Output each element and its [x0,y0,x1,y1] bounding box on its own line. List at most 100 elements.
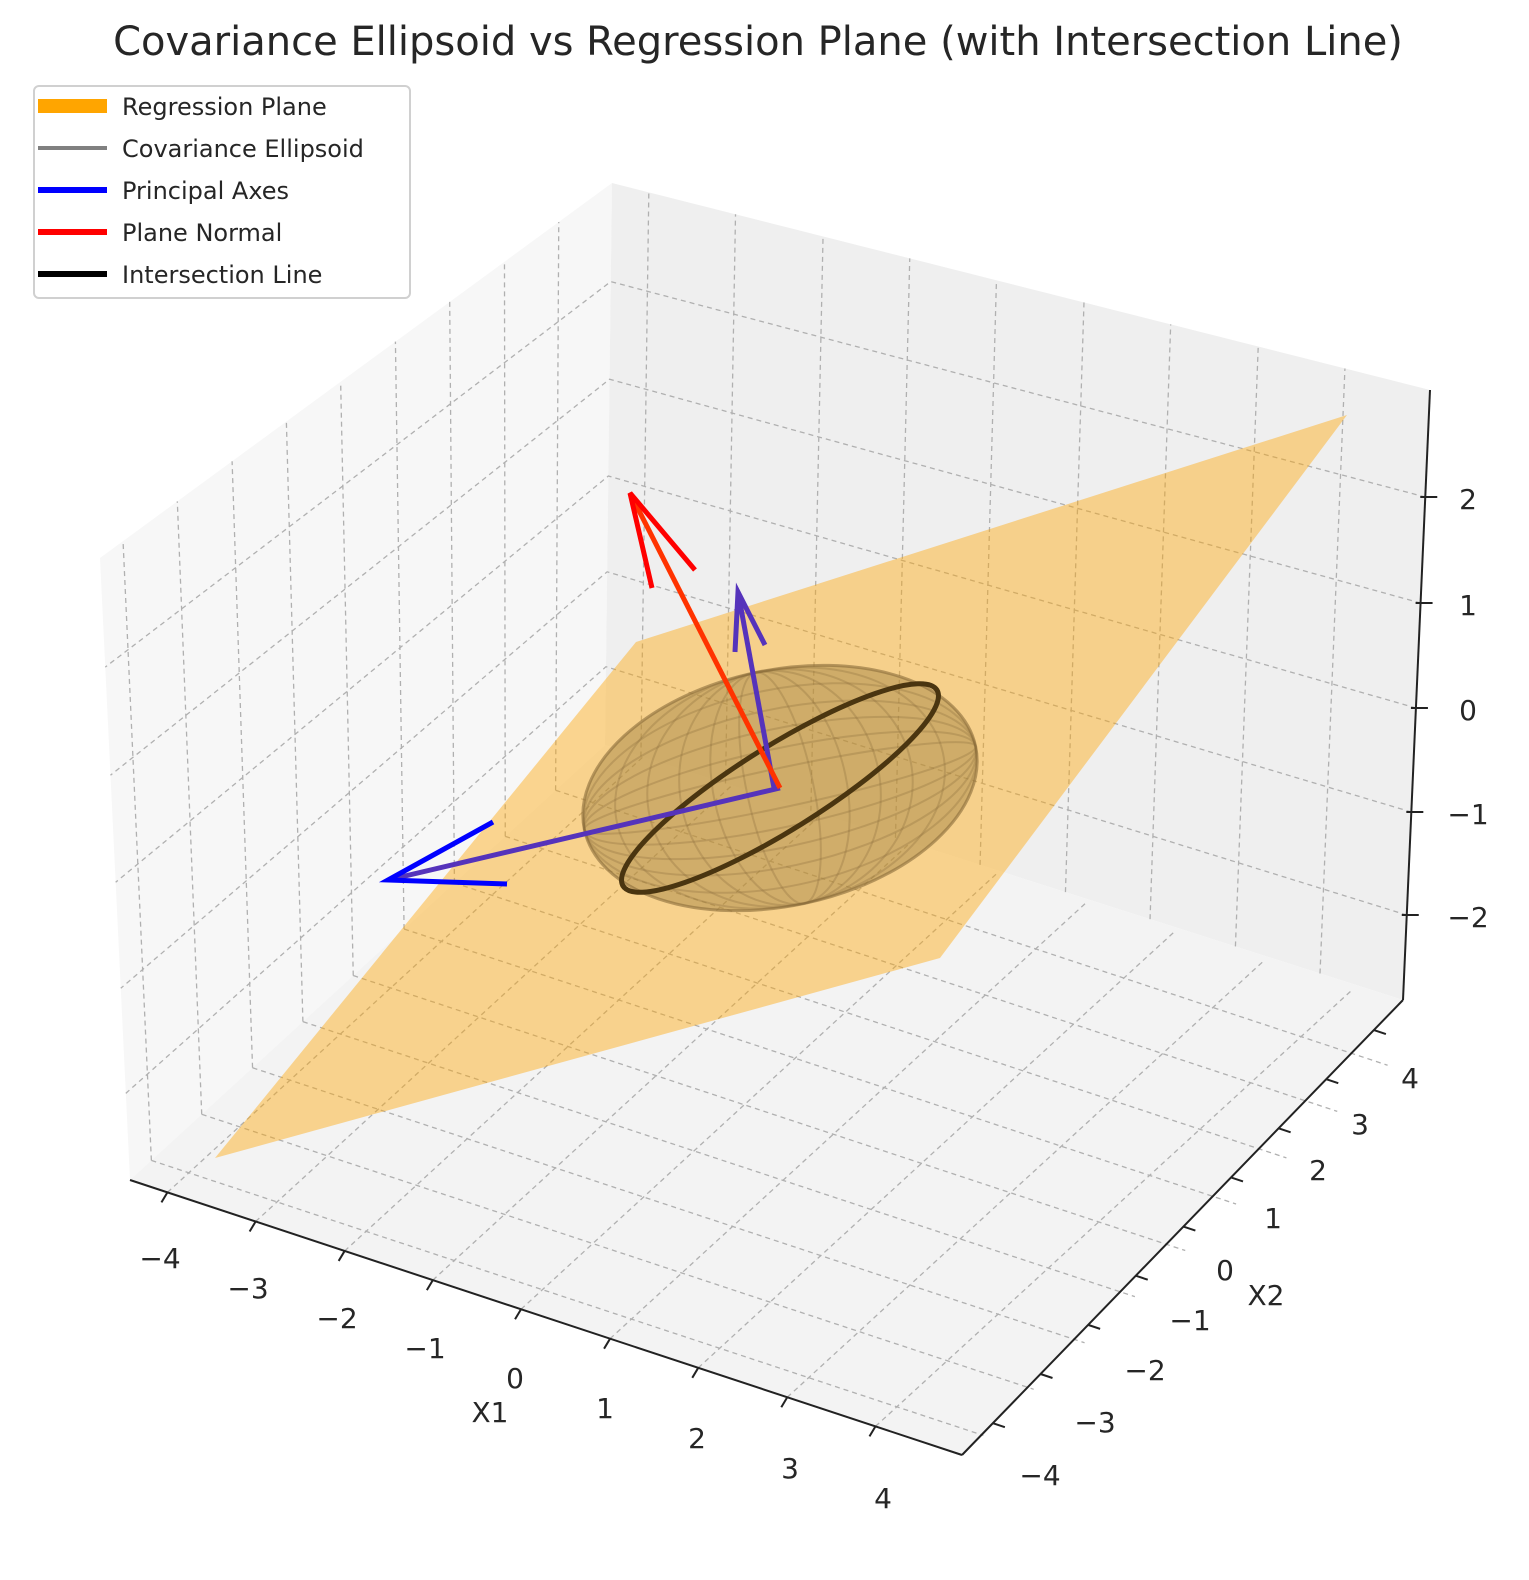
x2-tick [1183,1225,1196,1232]
grid-line-z [104,280,1426,668]
x2-tick [1325,1078,1339,1085]
grid-line-back-wall [810,236,824,811]
x2-tick-label: −4 [1019,1459,1060,1492]
z-tick-label: 2 [1459,483,1477,516]
x1-tick-label: 3 [781,1452,799,1485]
grid-line-back-wall [1234,346,1259,947]
ellipsoid-wireframe [582,699,978,877]
ellipsoid-wireframe [582,682,978,894]
floor-pane [130,745,1403,1455]
z-axis-line [1402,389,1431,1001]
x2-tick [1135,1274,1149,1281]
x1-tick-label: 1 [596,1392,614,1425]
z-tick-label: −2 [1447,901,1488,934]
x2-tick [992,1422,1006,1429]
principal-axis-1-head [378,819,508,887]
intersection-line [619,681,941,895]
back-pane [605,183,1430,1000]
x2-tick [1087,1323,1101,1330]
ellipsoid-wireframe [583,741,977,835]
grid-line-x2 [555,789,1388,1066]
x2-tick-label: −2 [1124,1354,1165,1387]
x1-tick [160,1191,169,1203]
grid-line-z [120,571,1412,989]
x1-tick-label: −1 [404,1332,445,1365]
grid-line-back-wall [894,258,911,838]
x2-tick [1040,1373,1053,1379]
z-tick-label: −1 [1447,798,1488,831]
grid-line-x2 [201,1113,1034,1390]
x-axis-label: X1 [472,1396,509,1429]
chart-title: Covariance Ellipsoid vs Regression Plane… [113,19,1403,65]
grid-line-x2 [151,1159,984,1437]
x2-tick [1230,1176,1244,1183]
ellipsoid-wireframe [614,666,946,910]
grid-line-z [125,665,1407,1094]
legend: Regression Plane Covariance Ellipsoid Prin… [33,85,411,299]
y-axis-label: X2 [1248,1279,1285,1312]
principal-axis-1 [387,785,781,883]
ellipsoid-wireframe [646,668,914,908]
grid-line-z [115,475,1417,883]
x1-axis-line [129,1179,963,1456]
x2-tick-label: −1 [1169,1304,1210,1337]
x1-tick [603,1338,611,1350]
grid-line-left-wall [554,221,560,791]
grid-line-left-wall [176,501,203,1115]
ellipsoid-wireframe [583,730,977,846]
x2-tick-label: 4 [1401,1062,1419,1095]
grid-line-back-wall [979,280,998,865]
grid-line-x2 [353,974,1186,1252]
x1-tick-label: 2 [688,1422,706,1455]
principal-axis-2 [735,591,777,789]
legend-box [33,85,411,299]
grid-line-back-wall [1149,324,1172,920]
legend-label: Plane Normal [122,219,282,247]
x2-tick [1373,1029,1387,1035]
grid-line-z [110,378,1421,776]
principal-axis-2-head [732,582,768,653]
x1-tick-label: −3 [227,1272,268,1305]
grid-line-x2 [252,1067,1085,1344]
legend-label: Regression Plane [122,93,327,121]
grid-line-back-wall [1319,368,1346,974]
grid-line-back-wall [640,192,650,757]
x1-tick [780,1396,789,1408]
x1-tick [248,1221,257,1233]
legend-label: Principal Axes [122,177,289,205]
grid-line-x2 [302,1021,1136,1298]
x2-tick [1278,1127,1291,1134]
x1-tick-label: 4 [874,1482,892,1515]
x1-tick [691,1367,700,1379]
grid-line-left-wall [449,301,456,883]
grid-line-x2 [454,882,1287,1159]
ellipsoid-wireframe [582,715,978,861]
grid-line-x2 [505,835,1338,1112]
x1-tick [425,1279,434,1291]
legend-label: Covariance Ellipsoid [122,135,364,163]
z-tick-label: 0 [1459,694,1477,727]
grid-line-left-wall [231,461,254,1068]
grid-line-left-wall [285,421,304,1022]
legend-label: Intersection Line [122,261,322,289]
grid-line-left-wall [394,341,405,930]
plane-normal-head [627,491,697,589]
x1-tick-label: 0 [506,1362,524,1395]
x2-tick-label: 3 [1351,1108,1369,1141]
x1-tick-label: −4 [139,1242,180,1275]
grid-line-left-wall [122,541,153,1161]
x2-axis-line [961,999,1404,1456]
x1-tick [868,1425,877,1437]
left-pane [100,183,612,1180]
x1-tick-label: −2 [316,1302,357,1335]
z-tick-label: 1 [1459,589,1477,622]
x1-tick [337,1250,346,1262]
grid-line-x2 [403,928,1237,1205]
x2-tick-label: 2 [1309,1154,1327,1187]
x2-tick-label: 1 [1264,1202,1282,1235]
plane-normal [627,491,783,790]
x2-tick-label: −3 [1074,1406,1115,1439]
x2-tick-label: 0 [1216,1254,1234,1287]
grid-line-left-wall [503,261,506,837]
